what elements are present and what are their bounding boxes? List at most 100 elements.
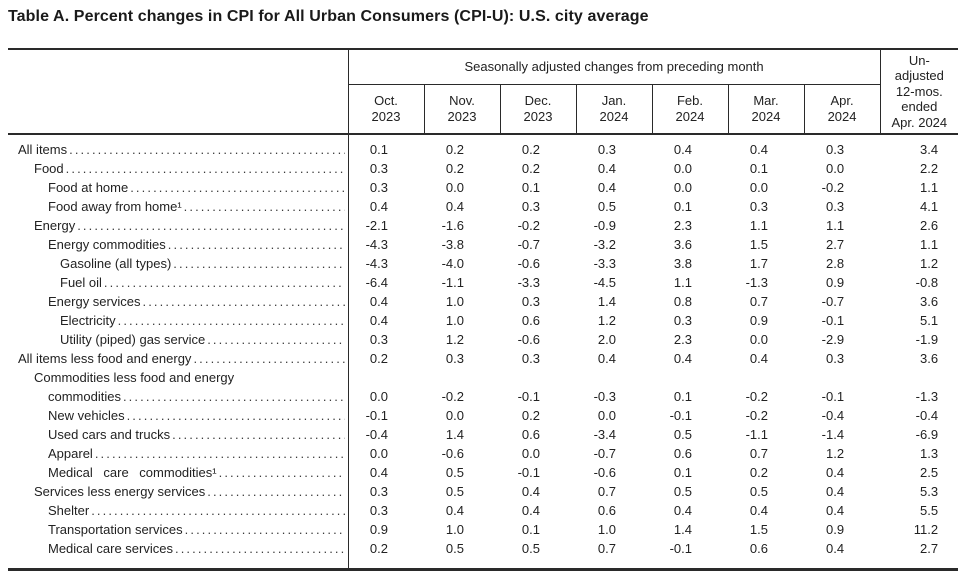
row-label-cell: Medical care services [8, 539, 349, 570]
cell-monthly-value: 0.4 [597, 161, 616, 176]
row-label-text: Commodities less food and energy [34, 370, 235, 385]
cell-monthly-value: -0.4 [365, 427, 388, 442]
cell-monthly-value: 0.5 [749, 484, 768, 499]
dot-leader [104, 273, 345, 292]
dot-leader [118, 311, 345, 330]
row-label-text: All items less food and energy [18, 351, 192, 366]
cell-monthly-value: 0.7 [749, 446, 768, 461]
table-row: Utility (piped) gas service 0.3 1.2 -0.6 2.0… [8, 330, 958, 349]
table-title: Table A. Percent changes in CPI for All … [8, 8, 649, 25]
cell-monthly-value: 0.3 [673, 313, 692, 328]
cell-monthly-value: -3.3 [517, 275, 540, 290]
cell-monthly-value: -0.1 [365, 408, 388, 423]
header-group-row: Seasonally adjusted changes from precedi… [8, 49, 959, 134]
row-label-text: Transportation services [48, 522, 183, 537]
cell-monthly-value: 2.0 [597, 332, 616, 347]
cell-12mo-value: 1.3 [919, 446, 939, 461]
cell-monthly-value: 0.4 [749, 351, 768, 366]
row-label-text: Medical care commodities¹ [48, 465, 217, 480]
cell-monthly-value: -0.6 [517, 256, 540, 271]
cell-monthly-value: 0.3 [521, 351, 540, 366]
cell-monthly-value: 1.2 [597, 313, 616, 328]
row-label-text: Food [34, 161, 64, 176]
cell-monthly-value: 0.3 [369, 180, 388, 195]
table-row: Shelter 0.3 0.4 0.4 0.6 0.4 0.4 0.4 5.5 [8, 501, 958, 520]
dot-leader [219, 463, 345, 482]
cell-monthly-value: -0.3 [593, 389, 616, 404]
cell-12mo-value: -6.9 [915, 427, 939, 442]
cell-monthly-value: 0.4 [673, 351, 692, 366]
row-label-text: Electricity [60, 313, 116, 328]
cell-monthly-value: 0.4 [673, 503, 692, 518]
cell-monthly-value: 0.2 [521, 142, 540, 157]
row-label-text: Energy [34, 218, 76, 233]
cell-monthly-value: 2.7 [825, 237, 845, 252]
unadjusted-12mo-header: Un- adjusted 12-mos. ended Apr. 2024 [879, 49, 959, 134]
cell-monthly-value: 1.2 [445, 332, 464, 347]
row-label-text: All items [18, 142, 68, 157]
row-label-cell: Food [8, 159, 349, 178]
cell-12mo-value: 2.6 [919, 218, 939, 233]
cell-monthly-value: 0.2 [521, 408, 540, 423]
row-label-cell: Apparel [8, 444, 349, 463]
cell-monthly-value: 0.5 [673, 427, 692, 442]
table-row: Medical care commodities¹ 0.4 0.5 -0.1 -0.6 0… [8, 463, 958, 482]
row-label-text: commodities [48, 389, 121, 404]
dot-leader [207, 482, 344, 501]
cell-monthly-value: 0.1 [521, 180, 540, 195]
cell-monthly-value: -4.3 [365, 256, 388, 271]
cell-monthly-value: 1.0 [445, 313, 464, 328]
cell-monthly-value: -2.1 [365, 218, 388, 233]
cell-monthly-value: 2.3 [673, 332, 692, 347]
table-row: New vehicles -0.1 0.0 0.2 0.0 -0.1 -0.2 -0.4 -0.… [8, 406, 958, 425]
cell-12mo-value: 1.1 [919, 237, 939, 252]
row-label-text: New vehicles [48, 408, 125, 423]
cell-monthly-value: 1.2 [825, 446, 845, 461]
cell-monthly-value: 0.9 [825, 522, 845, 537]
row-label-text: Gasoline (all types) [60, 256, 172, 271]
cell-monthly-value: 1.4 [673, 522, 692, 537]
table-body: All items 0.1 0.2 0.2 0.3 0.4 0.4 0.3 3.4 Food 0.3… [8, 134, 958, 570]
table-row: Fuel oil -6.4 -1.1 -3.3 -4.5 1.1 -1.3 0.9 -0.8 [8, 273, 958, 292]
row-label-cell: Shelter [8, 501, 349, 520]
dot-leader [127, 406, 345, 425]
cell-monthly-value: -0.7 [517, 237, 540, 252]
cell-12mo-value: 2.2 [919, 161, 939, 176]
dot-leader [95, 444, 345, 463]
cell-monthly-value: 3.8 [673, 256, 692, 271]
cell-monthly-value: 2.3 [673, 218, 692, 233]
cell-monthly-value: 1.0 [445, 522, 464, 537]
cell-monthly-value: 0.4 [749, 503, 768, 518]
cell-monthly-value: -3.3 [593, 256, 616, 271]
cell-monthly-value: -4.3 [365, 237, 388, 252]
cell-monthly-value: 0.4 [521, 484, 540, 499]
cell-monthly-value: 0.3 [369, 332, 388, 347]
dot-leader [69, 140, 344, 159]
table-row: Electricity 0.4 1.0 0.6 1.2 0.3 0.9 -0.1 5.1 [8, 311, 958, 330]
cell-12mo-value: 3.6 [919, 294, 939, 309]
cell-monthly-value: 0.4 [445, 503, 464, 518]
cell-monthly-value: 0.0 [369, 389, 388, 404]
cell-monthly-value: 0.3 [369, 484, 388, 499]
cell-monthly-value: 0.0 [749, 332, 768, 347]
cell-monthly-value: 0.0 [749, 180, 768, 195]
cell-monthly-value: 0.7 [749, 294, 768, 309]
row-label-cell: All items less food and energy [8, 349, 349, 368]
row-label-cell: New vehicles [8, 406, 349, 425]
month-column-header: Dec. 2023 [499, 84, 576, 134]
cell-monthly-value: -6.4 [365, 275, 388, 290]
cell-monthly-value: -1.1 [441, 275, 464, 290]
month-column-header: Oct. 2023 [371, 92, 401, 124]
row-label-cell: All items [8, 134, 349, 159]
cell-monthly-value: 0.3 [521, 199, 540, 214]
cell-12mo-value: -1.3 [915, 389, 939, 404]
cell-monthly-value: -0.1 [669, 541, 692, 556]
cell-monthly-value: 0.4 [749, 142, 768, 157]
row-label-text: Energy services [48, 294, 141, 309]
dot-leader [207, 330, 344, 349]
cell-monthly-value: 0.6 [749, 541, 768, 556]
cell-monthly-value: 0.2 [369, 351, 388, 366]
cell-12mo-value: -0.8 [915, 275, 939, 290]
cell-monthly-value: 0.9 [369, 522, 388, 537]
cell-monthly-value: -0.7 [821, 294, 845, 309]
